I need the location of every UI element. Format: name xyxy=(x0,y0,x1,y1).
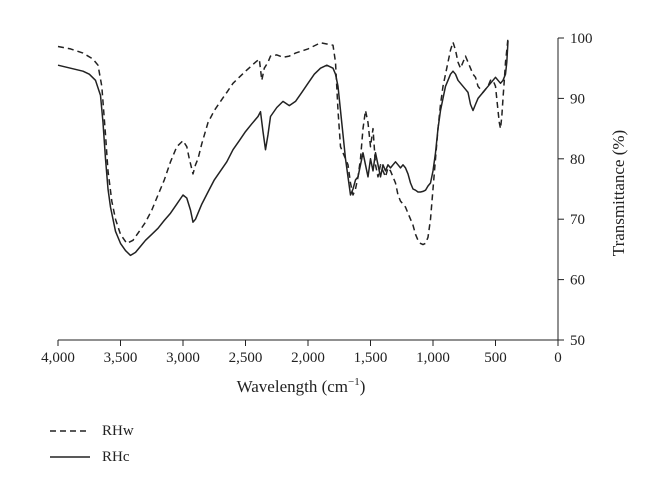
legend: RHw RHc xyxy=(50,418,134,470)
y-tick-label: 100 xyxy=(570,31,593,47)
x-tick-label: 500 xyxy=(484,350,507,366)
y-tick-label: 70 xyxy=(570,212,585,228)
x-tick-label: 3,500 xyxy=(104,350,138,366)
legend-label-rhc: RHc xyxy=(102,448,130,465)
y-axis: 50 60 70 80 90 100 xyxy=(557,31,593,349)
legend-item-rhc: RHc xyxy=(50,444,134,470)
x-axis-title: Wavelength (cm−1) xyxy=(237,376,366,396)
x-tick-label: 4,000 xyxy=(41,350,75,366)
y-tick-label: 80 xyxy=(570,152,585,168)
x-tick-label: 2,000 xyxy=(291,350,325,366)
x-tick-label: 1,500 xyxy=(354,350,388,366)
x-axis: 4,000 3,500 3,000 2,500 2,000 1,500 1,000 500 0 xyxy=(41,339,562,366)
legend-swatch-dashed xyxy=(50,430,90,432)
legend-swatch-solid xyxy=(50,456,90,458)
series-line-rhc xyxy=(57,40,509,257)
y-tick-label: 60 xyxy=(570,273,585,289)
y-tick-label: 90 xyxy=(570,91,585,107)
y-axis-title: Transmittance (%) xyxy=(609,130,628,256)
x-tick-label: 1,000 xyxy=(416,350,450,366)
legend-label-rhw: RHw xyxy=(102,422,134,439)
plot-area xyxy=(57,37,509,257)
legend-item-rhw: RHw xyxy=(50,418,134,444)
x-tick-label: 2,500 xyxy=(229,350,263,366)
x-tick-label: 3,000 xyxy=(166,350,200,366)
y-tick-label: 50 xyxy=(570,333,585,349)
x-tick-label: 0 xyxy=(554,350,562,366)
series-line-rhw xyxy=(57,37,509,246)
